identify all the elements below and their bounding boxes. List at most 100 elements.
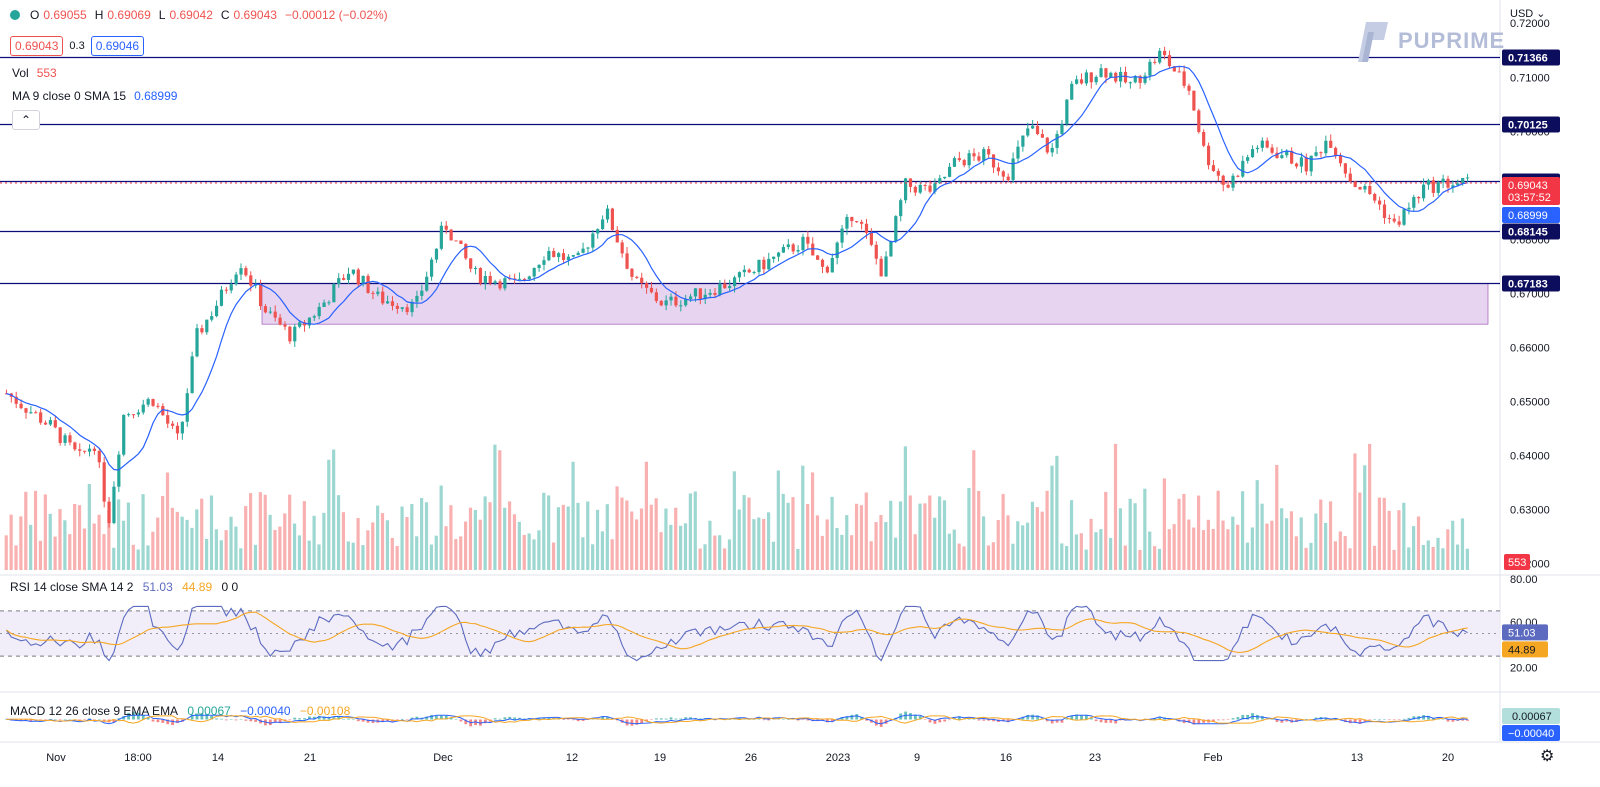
volume-bar: [273, 529, 277, 570]
volume-bar: [845, 515, 849, 570]
candle-body: [933, 183, 937, 192]
volume-bar: [713, 535, 717, 570]
candle-body: [522, 278, 527, 280]
volume-bar: [688, 493, 692, 570]
volume-bar: [1060, 543, 1064, 570]
sell-button[interactable]: 0.69043: [10, 36, 64, 56]
rsi-value: 51.03: [142, 580, 173, 594]
volume-bar: [288, 494, 292, 570]
candle-body: [1431, 180, 1435, 193]
gear-icon[interactable]: ⚙: [1540, 748, 1555, 765]
time-tick-label: 2023: [826, 752, 850, 764]
volume-bar: [1099, 529, 1103, 570]
macd-histogram-bar: [49, 719, 52, 720]
candle-body: [635, 276, 639, 278]
volume-bar: [361, 545, 365, 570]
volume-bar: [962, 546, 966, 570]
ma-price-tag: [1502, 206, 1560, 223]
volume-bar: [1074, 534, 1079, 570]
macd-histogram-bar: [356, 719, 360, 722]
volume-bar: [1206, 519, 1210, 570]
candle-body: [141, 404, 145, 413]
candle-body: [601, 219, 605, 230]
candle-body: [1089, 72, 1093, 83]
macd-histogram-bar: [571, 719, 575, 721]
volume-bar: [1221, 520, 1225, 570]
candle-body: [439, 225, 443, 249]
macd-histogram-bar: [1050, 719, 1054, 724]
candle-body: [1334, 147, 1338, 156]
macd-histogram-bar: [1358, 719, 1362, 724]
macd-histogram-bar: [767, 719, 771, 721]
volume-bar: [29, 524, 33, 570]
macd-histogram-bar: [405, 719, 409, 720]
time-tick-label: 18:00: [124, 752, 152, 764]
candle-body: [161, 406, 165, 416]
brand-logo-icon: [1358, 22, 1388, 62]
volume-bar: [825, 519, 829, 570]
macd-histogram-bar: [146, 717, 150, 720]
candle-body: [332, 284, 336, 303]
volume-bar: [1069, 500, 1074, 570]
volume-bar: [214, 529, 218, 570]
candle-body: [293, 326, 297, 342]
candle-body: [156, 405, 160, 407]
buy-button[interactable]: 0.69046: [90, 36, 145, 56]
candle-body: [977, 156, 981, 161]
volume-bar: [1455, 544, 1460, 570]
volume-bar: [937, 496, 942, 570]
volume-bar: [630, 511, 634, 570]
volume-bar: [1192, 527, 1196, 570]
ohlc-low-key: L: [158, 8, 166, 22]
candle-body: [53, 420, 57, 428]
volume-legend[interactable]: Vol 553: [12, 66, 57, 80]
candle-body: [1143, 75, 1147, 83]
volume-bar: [850, 535, 854, 570]
volume-bar: [1226, 529, 1230, 570]
candle-body: [630, 268, 634, 277]
macd-histogram-bar: [1412, 716, 1416, 720]
macd-histogram-bar: [879, 719, 883, 727]
volume-bar: [1372, 545, 1377, 570]
collapse-legend-button[interactable]: ⌃: [12, 110, 40, 130]
candle-body: [557, 253, 561, 258]
volume-bar: [791, 497, 795, 570]
volume-bar: [1196, 495, 1201, 570]
macd-histogram-bar: [865, 719, 868, 721]
volume-bar: [1040, 511, 1044, 570]
candle-body: [1202, 131, 1206, 146]
volume-bar: [156, 517, 160, 570]
macd-legend[interactable]: MACD 12 26 close 9 EMA EMA 0.00067 −0.00…: [10, 704, 350, 718]
currency-selector[interactable]: USD ⌄: [1510, 8, 1546, 20]
macd-histogram-bar: [1461, 719, 1465, 721]
volume-bar: [1314, 513, 1318, 570]
candle-body: [855, 221, 859, 223]
macd-histogram-bar: [220, 718, 223, 720]
volume-bar: [1123, 545, 1127, 570]
time-tick-label: 9: [914, 752, 920, 764]
candle-body: [1373, 193, 1377, 201]
macd-histogram-bar: [674, 718, 678, 720]
volume-bar: [718, 535, 722, 570]
rsi-legend[interactable]: RSI 14 close SMA 14 2 51.03 44.89 0 0: [10, 580, 238, 594]
level-price-label: 0.71366: [1508, 52, 1548, 64]
volume-bar: [1387, 510, 1391, 570]
level-price-tag: [1502, 49, 1560, 66]
macd-histogram-bar: [1104, 719, 1108, 723]
volume-bar: [1309, 542, 1313, 570]
macd-histogram-bar: [166, 719, 170, 725]
volume-bar: [903, 446, 907, 570]
volume-bar: [1089, 518, 1093, 570]
ma-legend[interactable]: MA 9 close 0 SMA 15 0.68999: [12, 89, 177, 103]
macd-histogram-bar: [1221, 719, 1225, 721]
volume-bar: [204, 538, 209, 570]
current-price-tag: [1502, 176, 1560, 205]
macd-histogram-bar: [967, 718, 971, 720]
candle-body: [1016, 146, 1020, 159]
volume-bar: [268, 514, 272, 570]
candle-body: [537, 264, 541, 269]
macd-histogram-bar: [430, 714, 433, 720]
volume-bar: [258, 492, 262, 570]
